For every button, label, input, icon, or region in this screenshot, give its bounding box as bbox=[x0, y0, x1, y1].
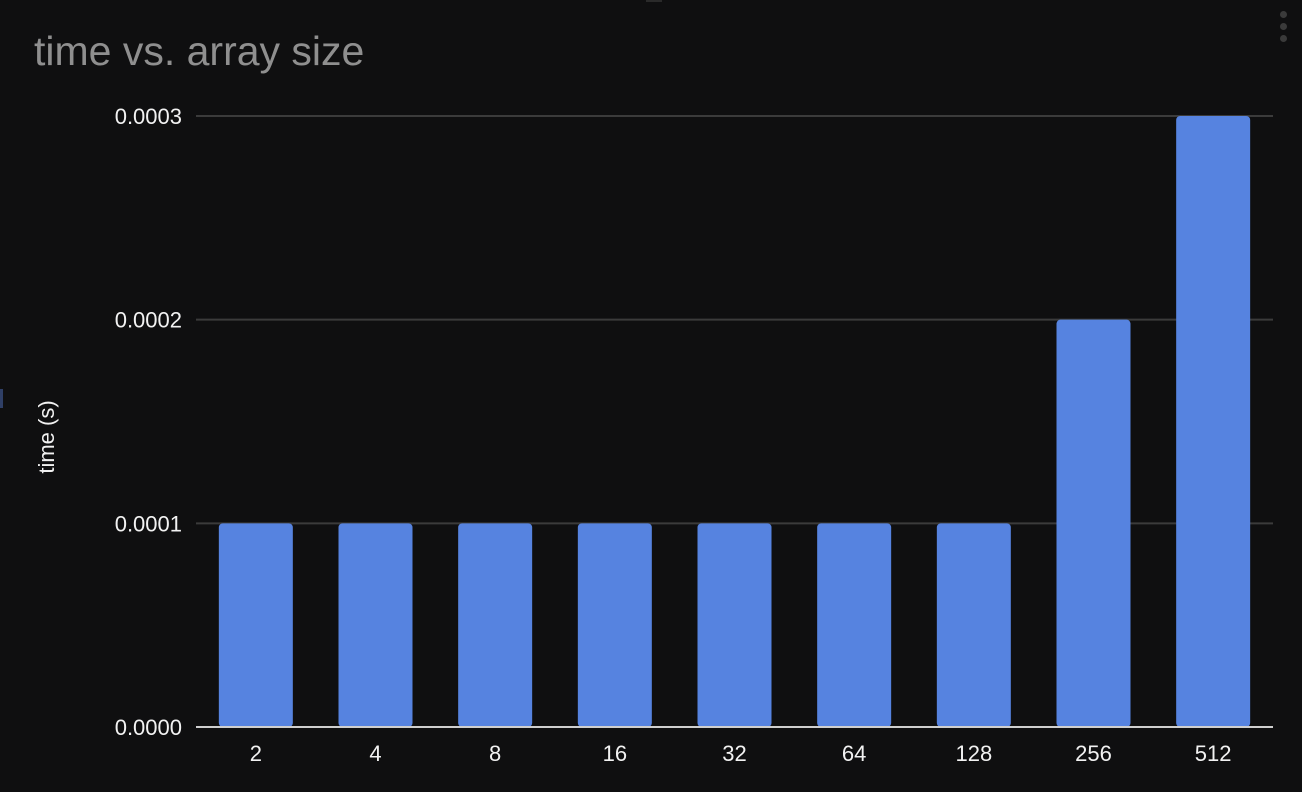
top-edge-mark bbox=[646, 0, 662, 2]
x-tick-label: 128 bbox=[955, 741, 992, 766]
bar-8[interactable] bbox=[458, 523, 533, 727]
x-tick-label: 32 bbox=[722, 741, 746, 766]
y-tick-label: 0.0000 bbox=[115, 715, 182, 740]
menu-dot bbox=[1279, 35, 1287, 42]
x-tick-label: 2 bbox=[250, 741, 262, 766]
y-tick-label: 0.0001 bbox=[115, 511, 182, 536]
bar-64[interactable] bbox=[817, 523, 892, 727]
x-tick-label: 64 bbox=[842, 741, 866, 766]
x-tick-label: 512 bbox=[1195, 741, 1232, 766]
chart-title: time vs. array size bbox=[34, 28, 365, 74]
menu-dot bbox=[1279, 11, 1287, 18]
menu-dot bbox=[1279, 23, 1287, 30]
bar-512[interactable] bbox=[1176, 116, 1251, 727]
bar-2[interactable] bbox=[218, 523, 293, 727]
y-tick-label: 0.0002 bbox=[115, 308, 182, 333]
x-tick-label: 8 bbox=[489, 741, 501, 766]
bar-128[interactable] bbox=[936, 523, 1011, 727]
left-edge-mark bbox=[0, 389, 3, 408]
bar-32[interactable] bbox=[697, 523, 772, 727]
bar-4[interactable] bbox=[338, 523, 413, 727]
x-tick-label: 256 bbox=[1075, 741, 1112, 766]
more-options-icon[interactable] bbox=[1278, 11, 1288, 45]
y-tick-label: 0.0003 bbox=[115, 104, 182, 129]
bar-16[interactable] bbox=[577, 523, 652, 727]
x-tick-label: 16 bbox=[603, 741, 627, 766]
x-tick-label: 4 bbox=[369, 741, 381, 766]
bar-256[interactable] bbox=[1056, 319, 1131, 727]
